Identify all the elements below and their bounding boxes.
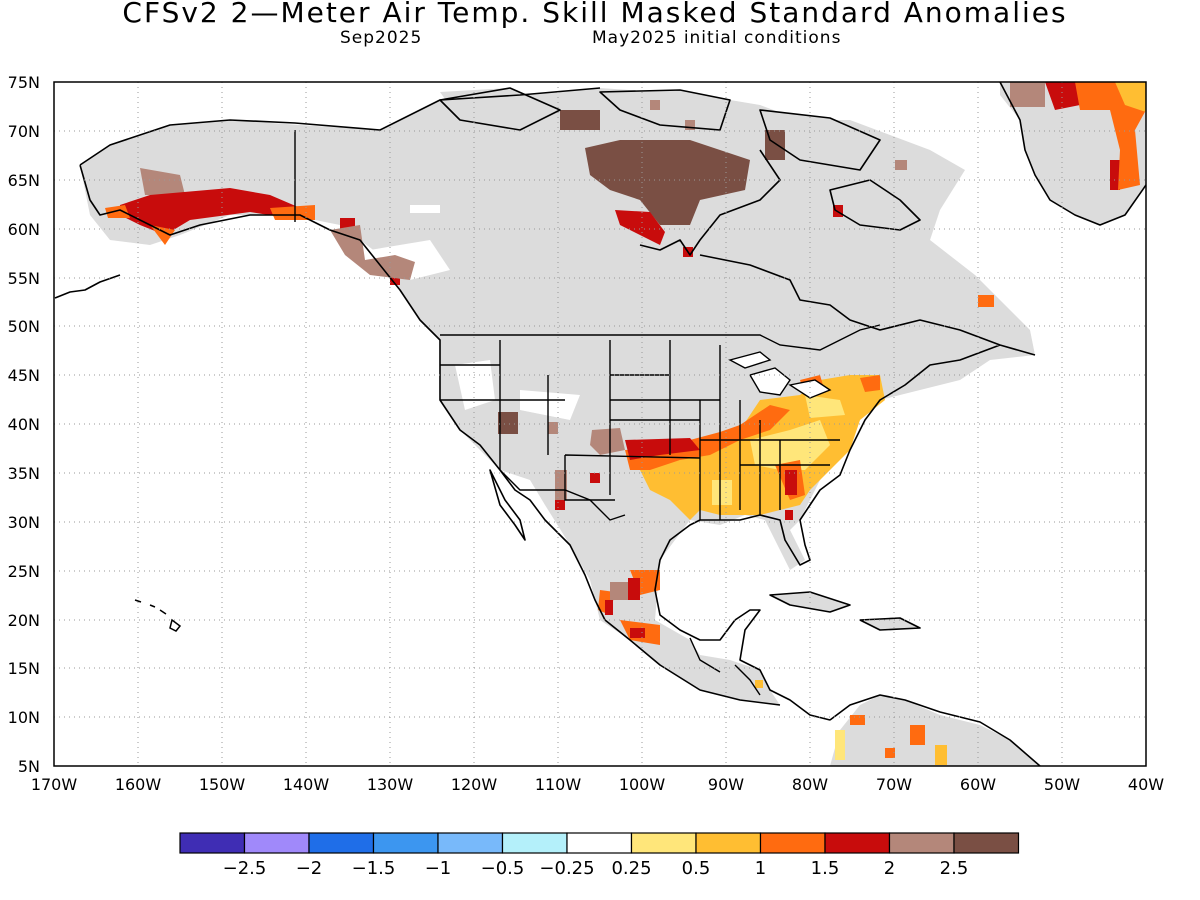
colorbar-swatch — [501, 832, 568, 854]
lon-tick: 160W — [115, 775, 162, 794]
mexico-anomaly-orange — [598, 570, 660, 645]
colorbar-label: 2.5 — [940, 858, 969, 879]
lon-tick: 130W — [367, 775, 414, 794]
lat-tick: 10N — [8, 708, 40, 727]
caribbean-land — [770, 592, 920, 630]
colorbar-swatch — [888, 832, 955, 854]
greenland-land — [1000, 82, 1146, 225]
colorbar-label: −0.5 — [481, 858, 525, 879]
lat-tick: 70N — [8, 122, 40, 141]
lat-tick: 50N — [8, 317, 40, 336]
near-normal-patch — [370, 205, 580, 600]
colorbar-label: −0.25 — [539, 858, 594, 879]
colorbar-label: −2.5 — [223, 858, 267, 879]
lat-tick: 30N — [8, 513, 40, 532]
colorbar-swatch — [630, 832, 697, 854]
colorbar-label: −2 — [296, 858, 323, 879]
colorbar-label: 1 — [755, 858, 766, 879]
lon-tick: 110W — [535, 775, 582, 794]
colorbar-label: 0.5 — [682, 858, 711, 879]
greenland-anomaly-orange — [1075, 82, 1146, 190]
colorbar-swatch — [179, 832, 246, 854]
lon-tick: 90W — [708, 775, 744, 794]
lon-tick: 80W — [792, 775, 828, 794]
lat-tick: 65N — [8, 171, 40, 190]
arctic-islands-land — [440, 88, 880, 170]
init-conditions-label: May2025 initial conditions — [592, 28, 842, 48]
colorbar-swatch — [953, 832, 1020, 854]
colorbar-swatch — [308, 832, 375, 854]
bc-anomaly-brown — [330, 225, 415, 280]
hudson-anomaly-red — [615, 205, 843, 257]
valid-month-label: Sep2025 — [340, 28, 423, 48]
coastlines — [54, 82, 1146, 766]
lat-tick: 15N — [8, 659, 40, 678]
lat-tick: 75N — [8, 73, 40, 92]
map-title: CFSv2 2—Meter Air Temp. Skill Masked Sta… — [122, 0, 1068, 29]
south-america-land — [830, 695, 1040, 766]
lat-tick: 35N — [8, 464, 40, 483]
lat-tick: 20N — [8, 611, 40, 630]
greenland-anomaly-brown — [1010, 82, 1045, 107]
us-anomaly-brown — [498, 412, 518, 434]
lon-tick: 120W — [451, 775, 498, 794]
lat-axis: 75N 70N 65N 60N 55N 50N 45N 40N 35N 30N … — [8, 73, 40, 776]
hawaii-land — [134, 599, 182, 632]
arctic-anomaly-brown — [560, 110, 785, 160]
lon-tick: 140W — [283, 775, 330, 794]
colorbar-swatch — [695, 832, 762, 854]
colorbar-label: −1 — [425, 858, 452, 879]
colorbar-label: 1.5 — [811, 858, 840, 879]
lat-tick: 45N — [8, 366, 40, 385]
alaska-anomaly-orange — [105, 205, 315, 245]
map-frame — [53, 81, 1147, 767]
colorbar-label: 2 — [884, 858, 895, 879]
lat-tick: 25N — [8, 562, 40, 581]
colorbar-swatch — [243, 832, 310, 854]
lon-tick: 150W — [199, 775, 246, 794]
colorbar-swatch — [566, 832, 633, 854]
lon-tick: 60W — [960, 775, 996, 794]
lat-tick: 40N — [8, 415, 40, 434]
colorbar-swatch — [759, 832, 826, 854]
colorbar-label: −1.5 — [352, 858, 396, 879]
samerica-anomaly-orange — [850, 715, 925, 758]
lat-tick: 5N — [18, 757, 40, 776]
lon-tick: 50W — [1044, 775, 1080, 794]
us-anomaly-lightbrown — [548, 422, 625, 500]
lon-tick: 170W — [31, 775, 78, 794]
labrador-anomaly-orange — [978, 295, 994, 307]
lon-tick: 40W — [1128, 775, 1164, 794]
lon-tick: 100W — [619, 775, 666, 794]
gridlines — [54, 82, 1146, 766]
alaska-anomaly-red — [120, 188, 305, 235]
colorbar-label: 0.25 — [611, 858, 651, 879]
mexico-anomaly-lightbrown — [610, 582, 628, 600]
lat-tick: 60N — [8, 220, 40, 239]
greenland-anomaly-yellow — [1115, 82, 1146, 112]
greenland-anomaly-red — [1045, 82, 1120, 190]
colorbar-swatch — [372, 832, 439, 854]
hudson-anomaly-brown — [585, 140, 750, 225]
anomaly-patches — [105, 82, 1146, 765]
lat-tick: 55N — [8, 269, 40, 288]
colorbar: −2.5 −2 −1.5 −1 −0.5 −0.25 0.25 0.5 1 1.5 2 2.5 — [179, 832, 1020, 879]
alaska-anomaly-brown — [140, 168, 185, 195]
mexico-anomaly-red — [605, 578, 645, 638]
lon-axis: 170W 160W 150W 140W 130W 120W 110W 100W … — [31, 775, 1164, 794]
lon-tick: 70W — [876, 775, 912, 794]
colorbar-swatch — [437, 832, 504, 854]
political-borders — [294, 130, 881, 696]
colorbar-swatch — [824, 832, 891, 854]
